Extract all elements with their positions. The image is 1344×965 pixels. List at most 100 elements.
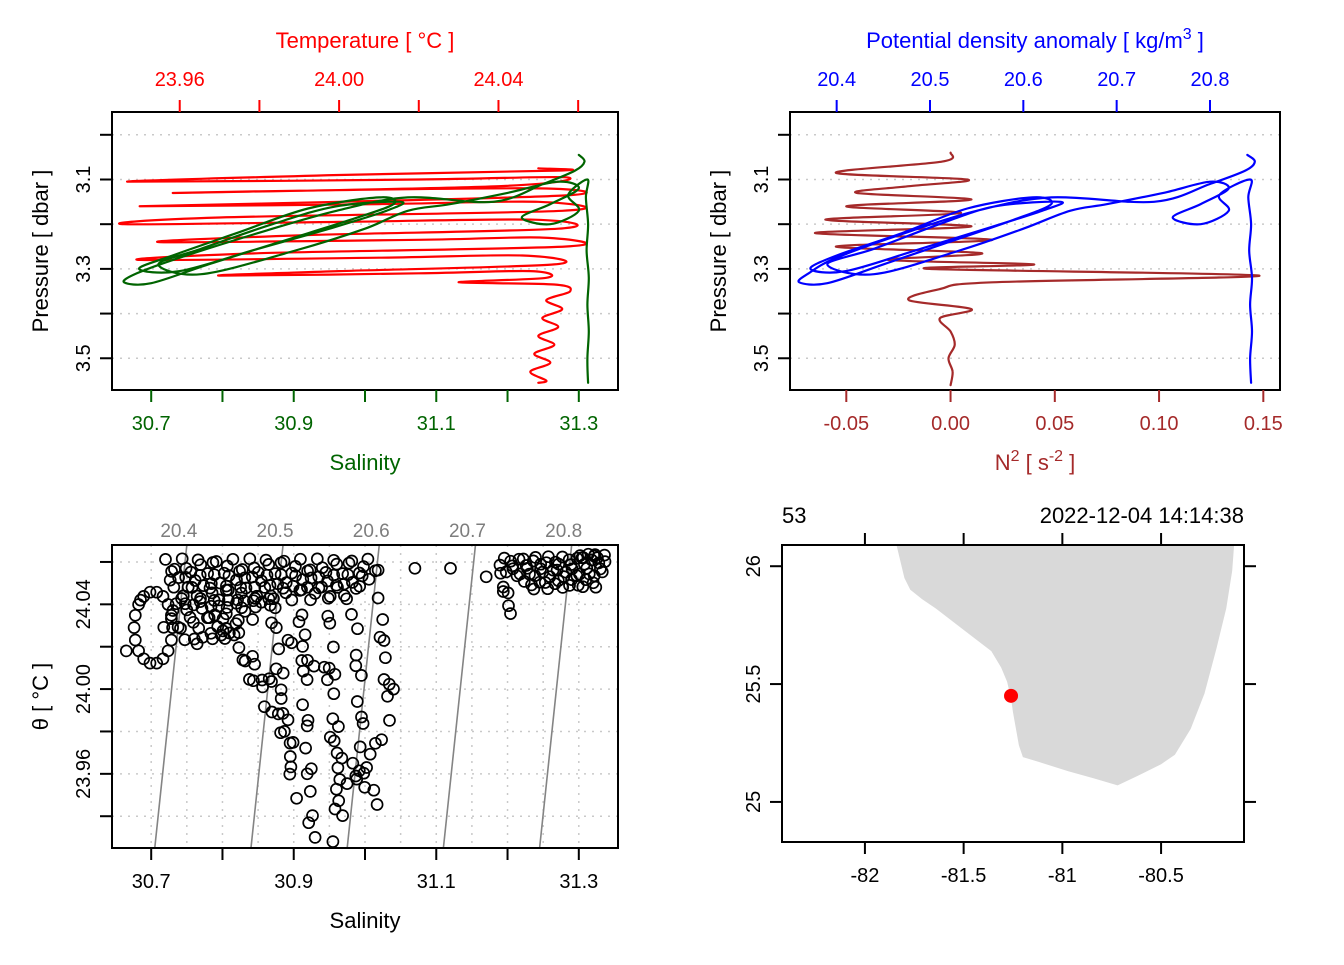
ts-point	[371, 563, 385, 577]
ts-point	[286, 736, 300, 749]
ts-salinity-axis-tick-label: 31.3	[559, 871, 598, 893]
ts-point	[208, 608, 222, 622]
ts-point	[239, 581, 253, 595]
ts-point	[238, 654, 252, 668]
ts-point	[272, 642, 286, 656]
ts-point	[119, 644, 133, 658]
ts-point	[548, 577, 562, 591]
ts-point	[212, 593, 226, 607]
ts-point	[534, 562, 547, 576]
density-axis-tick-label: 20.8	[1191, 69, 1230, 91]
ts-point	[382, 677, 396, 691]
isopycnal-line-20.7	[442, 544, 477, 849]
ts-point	[143, 585, 157, 599]
ts-point	[381, 689, 394, 703]
ts-point	[269, 662, 283, 676]
ts-point	[323, 616, 337, 630]
ts-point	[355, 569, 369, 583]
ts-point	[355, 669, 368, 682]
ts-point	[501, 586, 515, 600]
ts-point	[371, 591, 385, 605]
ts-salinity-axis-tick-label: 30.7	[132, 871, 171, 893]
ts-point	[213, 576, 227, 590]
ts-salinity-axis-tick-label: 30.9	[274, 871, 313, 893]
isopycnal-label-20.7: 20.7	[449, 521, 486, 542]
n2-axis-tick-label: 0.10	[1140, 413, 1179, 435]
pressure-axis-2-title: Pressure [ dbar ]	[706, 170, 731, 333]
ts-point	[377, 634, 391, 647]
panel-station-map: -82 -81.5 -81 -80.5 25 25.5 26 53 2022-12-04 14:…	[743, 503, 1256, 887]
isopycnal-contours: 20.4 20.5 20.6 20.7 20.8	[153, 521, 582, 849]
ts-point	[350, 695, 364, 708]
ts-point	[169, 597, 183, 611]
ts-point	[327, 734, 341, 748]
temperature-profile-line	[117, 167, 588, 384]
ts-point	[358, 780, 372, 794]
ts-point	[262, 672, 276, 686]
ts-point	[533, 575, 547, 589]
longitude-axis-tick-label: -81.5	[941, 865, 987, 887]
ts-point	[332, 720, 345, 733]
ts-point	[330, 782, 343, 796]
ts-point	[274, 683, 288, 697]
pressure-axis-tick-label: 3.5	[73, 344, 95, 372]
ts-point	[156, 590, 170, 603]
ts-point	[276, 666, 290, 680]
ts-point	[281, 633, 295, 647]
ts-point	[284, 760, 298, 774]
ts-point	[165, 633, 178, 647]
ts-point	[285, 636, 298, 650]
ts-point	[345, 608, 358, 621]
latitude-axis-tick-label: 26	[743, 555, 765, 577]
ts-point	[193, 595, 207, 608]
ts-point	[331, 581, 344, 594]
ts-point	[292, 615, 306, 629]
panel-profile-temperature-salinity: 23.96 24.00 24.04 Temperature [ °C ] 30.7 30.…	[28, 28, 619, 475]
ts-point	[304, 571, 318, 585]
ts-point	[591, 551, 604, 565]
ts-point	[166, 621, 179, 634]
ts-point	[255, 673, 269, 687]
ts-point	[197, 579, 210, 592]
ts-point	[321, 591, 335, 605]
n2-axis-tick-label: 0.05	[1035, 413, 1074, 435]
ts-point	[165, 612, 178, 625]
ts-point	[317, 660, 331, 674]
ts-point	[336, 809, 349, 822]
ts-point	[247, 674, 260, 688]
pressure-axis-title: Pressure [ dbar ]	[28, 170, 53, 333]
ts-point	[157, 620, 171, 634]
ts-point	[238, 604, 252, 618]
ts-point	[323, 730, 337, 744]
ts-point	[283, 750, 297, 763]
ts-point	[375, 733, 388, 747]
station-location-marker	[1004, 688, 1019, 703]
salinity-axis-title: Salinity	[330, 450, 401, 475]
ts-point	[235, 563, 249, 576]
ts-point	[538, 576, 552, 589]
ts-point	[255, 595, 268, 609]
ts-point	[207, 568, 221, 582]
ts-point	[195, 602, 209, 615]
ts-point	[589, 580, 603, 594]
plot-frame	[781, 544, 1245, 843]
longitude-axis-tick-label: -81	[1048, 865, 1077, 887]
ts-point	[227, 628, 241, 642]
ts-point	[159, 553, 172, 566]
salinity-axis-tick-label: 30.7	[132, 413, 171, 435]
ts-point	[328, 802, 342, 816]
ts-point	[258, 700, 271, 714]
ts-point	[230, 573, 243, 587]
ts-point	[268, 601, 282, 615]
ts-point	[132, 644, 145, 658]
ts-point	[363, 747, 377, 761]
temperature-axis-tick-label: 23.96	[155, 69, 205, 91]
ts-point	[520, 561, 534, 575]
ts-point	[332, 794, 346, 808]
ts-point	[370, 798, 384, 811]
theta-axis-tick-label: 24.00	[73, 664, 95, 714]
panel-ts-diagram: 20.4 20.5 20.6 20.7 20.8 30.7 30.9 31.1 31.3 Sali…	[28, 521, 619, 933]
ts-point	[294, 552, 307, 566]
ts-point	[307, 659, 321, 673]
